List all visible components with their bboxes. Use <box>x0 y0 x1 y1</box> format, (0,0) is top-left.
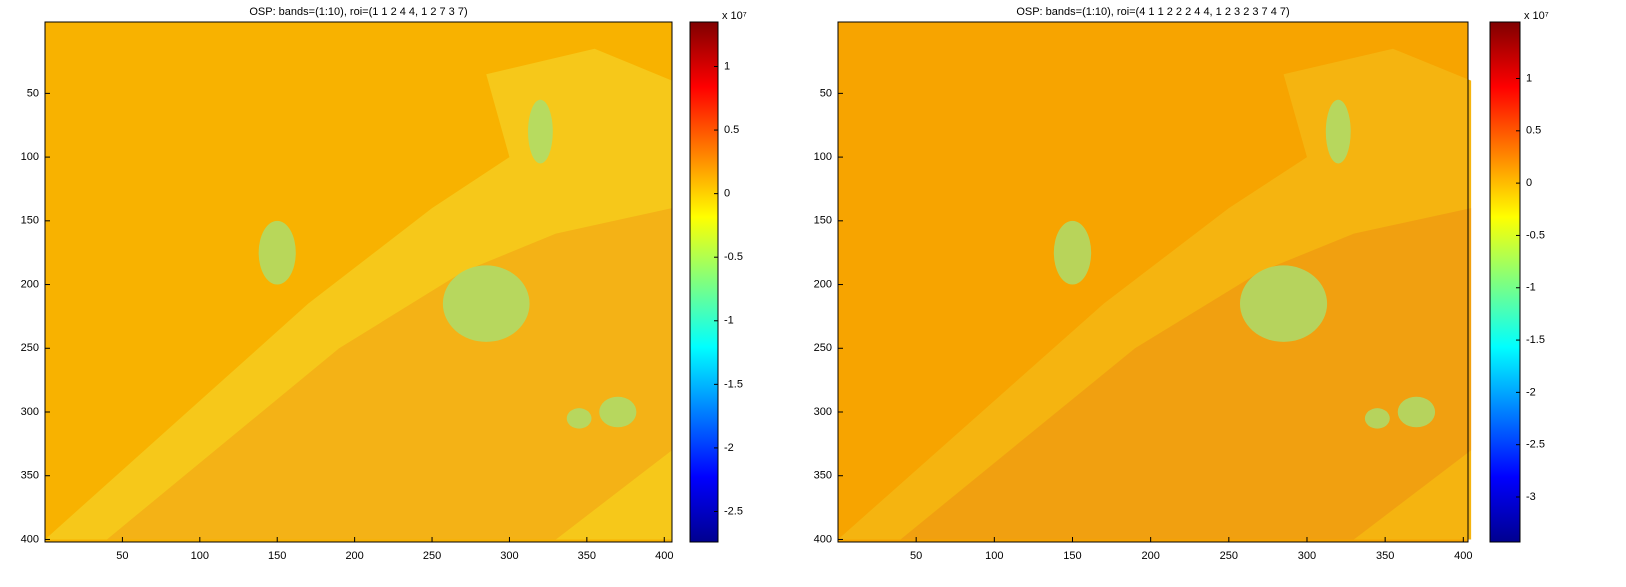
colorbar-tick-label: 0.5 <box>724 124 739 136</box>
colorbar-tick-label: -1 <box>1526 282 1536 294</box>
colorbar-tick-label: 0.5 <box>1526 125 1541 137</box>
x-tick-label: 50 <box>910 550 922 562</box>
colorbar-tick-label: -0.5 <box>1526 229 1545 241</box>
image-land-inner <box>106 208 673 540</box>
axes-frame <box>837 21 1469 543</box>
colorbar-tick-label: -2 <box>724 442 734 454</box>
colorbar-tick-label: -1.5 <box>1526 334 1545 346</box>
y-tick-label: 200 <box>21 278 39 290</box>
x-tick-label: 300 <box>1298 550 1316 562</box>
x-tick-label: 350 <box>578 550 596 562</box>
colorbar-tick-label: 0 <box>724 188 730 200</box>
image-patch <box>1239 265 1328 342</box>
image-patch <box>1397 396 1436 428</box>
axes-frame <box>44 21 673 543</box>
x-tick-label: 350 <box>1376 550 1394 562</box>
colorbar-scale: x 10⁷ <box>722 10 747 22</box>
colorbar-tick-label: -1.5 <box>724 378 743 390</box>
x-tick-label: 250 <box>423 550 441 562</box>
x-tick-label: 200 <box>1141 550 1159 562</box>
x-tick-label: 150 <box>1063 550 1081 562</box>
y-tick-label: 300 <box>814 406 832 418</box>
colorbar-tick-label: -0.5 <box>724 251 743 263</box>
x-tick-label: 100 <box>191 550 209 562</box>
image-patch <box>258 220 296 285</box>
x-tick-label: 50 <box>116 550 128 562</box>
x-tick-label: 400 <box>1454 550 1472 562</box>
x-tick-label: 200 <box>345 550 363 562</box>
colorbar-scale: x 10⁷ <box>1524 10 1549 22</box>
image-patch <box>1053 220 1092 285</box>
y-tick-label: 350 <box>814 470 832 482</box>
y-tick-label: 250 <box>814 342 832 354</box>
colorbar-tick-label: 1 <box>1526 72 1532 84</box>
y-tick-label: 150 <box>21 215 39 227</box>
y-tick-label: 250 <box>21 342 39 354</box>
y-tick-label: 100 <box>814 151 832 163</box>
colorbar-tick-label: -2 <box>1526 386 1536 398</box>
image-patch <box>528 99 553 164</box>
y-tick-label: 200 <box>814 278 832 290</box>
image-land <box>45 48 672 540</box>
image-patch <box>1325 99 1351 164</box>
chart-title: OSP: bands=(1:10), roi=(1 1 2 4 4, 1 2 7… <box>249 6 467 18</box>
colorbar-tick-label: -2.5 <box>724 505 743 517</box>
y-tick-label: 400 <box>21 533 39 545</box>
colorbar <box>1489 21 1521 543</box>
x-tick-label: 150 <box>268 550 286 562</box>
colorbar-tick-label: 1 <box>724 60 730 72</box>
colorbar-tick-label: -3 <box>1526 491 1536 503</box>
x-tick-label: 300 <box>500 550 518 562</box>
y-tick-label: 400 <box>814 533 832 545</box>
colorbar-tick-label: 0 <box>1526 177 1532 189</box>
y-tick-label: 50 <box>820 87 832 99</box>
y-tick-label: 100 <box>21 151 39 163</box>
x-tick-label: 250 <box>1220 550 1238 562</box>
y-tick-label: 300 <box>21 406 39 418</box>
image-patch <box>1364 408 1390 429</box>
image-patch <box>566 408 592 429</box>
x-tick-label: 100 <box>985 550 1003 562</box>
colorbar <box>689 21 719 543</box>
colorbar-tick-label: -1 <box>724 315 734 327</box>
image-patch <box>442 265 530 342</box>
y-tick-label: 350 <box>21 470 39 482</box>
image-land <box>838 48 1472 540</box>
y-tick-label: 50 <box>27 87 39 99</box>
x-tick-label: 400 <box>655 550 673 562</box>
image-land-inner <box>900 208 1472 540</box>
y-tick-label: 150 <box>814 215 832 227</box>
colorbar-tick-label: -2.5 <box>1526 439 1545 451</box>
image-patch <box>599 396 637 428</box>
chart-title: OSP: bands=(1:10), roi=(4 1 1 2 2 2 4 4,… <box>1016 6 1289 18</box>
